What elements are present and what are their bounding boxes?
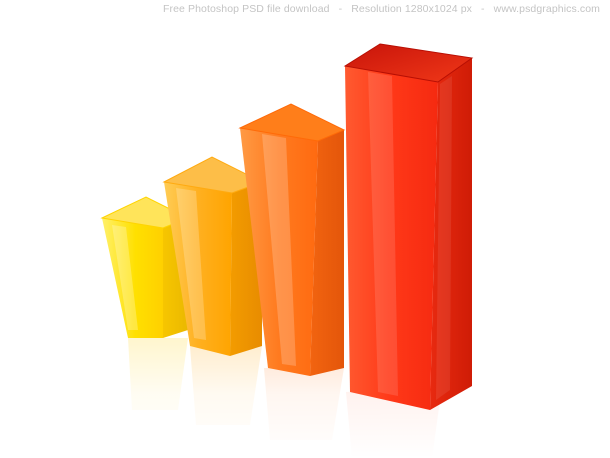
bar-amber	[162, 156, 264, 356]
watermark-separator-2: -	[481, 3, 485, 15]
watermark-separator-1: -	[338, 3, 343, 15]
bar-orange	[238, 103, 346, 376]
watermark-url: www.psdgraphics.com	[493, 3, 600, 15]
bar-red	[343, 43, 474, 410]
watermark-resolution: Resolution 1280x1024 px	[351, 3, 473, 15]
watermark-download: Free Photoshop PSD file download	[162, 3, 330, 15]
watermark-text: Free Photoshop PSD file download - Resolut…	[0, 0, 610, 22]
